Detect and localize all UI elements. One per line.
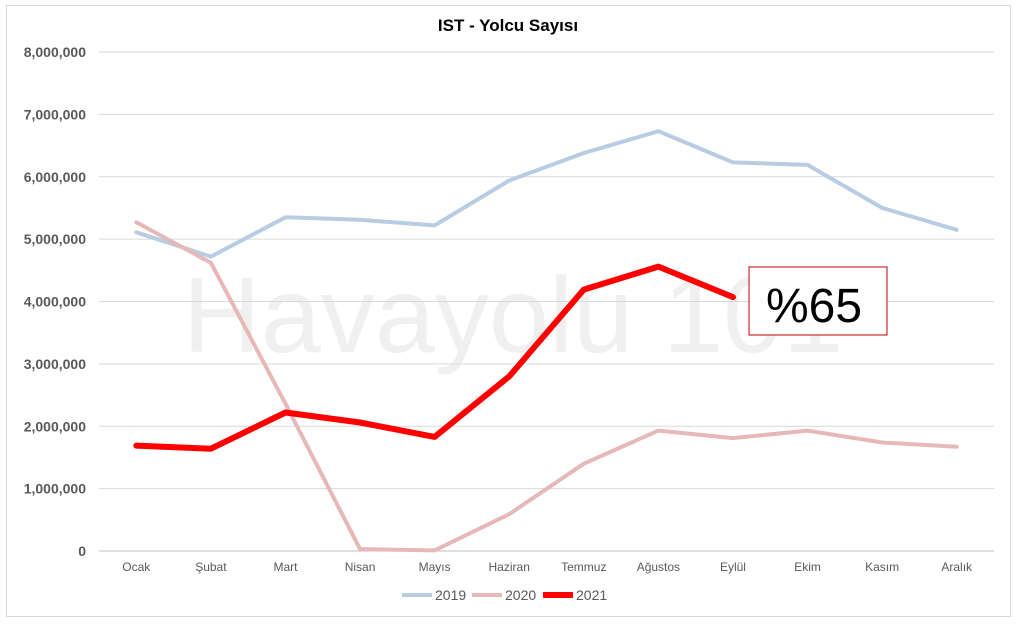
x-tick-label: Şubat <box>195 560 227 574</box>
legend-label-2019: 2019 <box>435 587 466 603</box>
legend-label-2021: 2021 <box>576 587 607 603</box>
y-tick-label: 0 <box>78 543 86 559</box>
data-point-2020 <box>284 402 287 405</box>
y-tick-label: 5,000,000 <box>24 231 86 247</box>
data-point-2019 <box>284 216 287 219</box>
series-line-2020 <box>134 220 959 553</box>
data-point-2020 <box>135 221 138 224</box>
x-tick-label: Kasım <box>865 560 899 574</box>
data-point-2021 <box>433 435 436 438</box>
series-line-2019 <box>134 129 959 259</box>
data-point-2020 <box>209 261 212 264</box>
data-point-2020 <box>359 548 362 551</box>
y-tick-label: 6,000,000 <box>24 169 86 185</box>
x-tick-label: Temmuz <box>561 560 606 574</box>
data-point-2021 <box>657 265 660 268</box>
data-point-2021 <box>508 375 511 378</box>
annotation-frame <box>748 266 888 336</box>
data-point-2021 <box>209 447 212 450</box>
data-point-2019 <box>657 130 660 133</box>
data-point-2020 <box>657 429 660 432</box>
y-tick-label: 1,000,000 <box>24 481 86 497</box>
data-point-2021 <box>582 288 585 291</box>
data-point-2019 <box>209 255 212 258</box>
x-tick-label: Ağustos <box>637 560 680 574</box>
annotation-label: %65 <box>766 280 862 333</box>
x-tick-label: Ekim <box>794 560 821 574</box>
data-point-2021 <box>731 296 734 299</box>
y-tick-label: 4,000,000 <box>24 294 86 310</box>
data-point-2019 <box>508 179 511 182</box>
data-point-2019 <box>806 163 809 166</box>
y-tick-label: 8,000,000 <box>24 44 86 60</box>
data-point-2020 <box>582 462 585 465</box>
x-tick-label: Ocak <box>122 560 151 574</box>
y-tick-label: 7,000,000 <box>24 106 86 122</box>
series-lines <box>133 129 959 553</box>
data-point-2021 <box>135 444 138 447</box>
legend-label-2020: 2020 <box>505 587 536 603</box>
annotation-box: %65 <box>748 266 888 336</box>
x-tick-label: Mart <box>273 560 298 574</box>
data-point-2020 <box>508 513 511 516</box>
x-tick-label: Aralık <box>941 560 973 574</box>
data-point-2020 <box>806 429 809 432</box>
x-axis-tick-labels: Ocak Şubat Mart Nisan Mayıs Haziran Temmuz Ağus… <box>122 560 973 574</box>
x-tick-label: Mayıs <box>419 560 451 574</box>
chart-title: IST - Yolcu Sayısı <box>438 16 578 35</box>
watermark: Havayolu 101 <box>183 254 843 375</box>
data-point-2020 <box>955 445 958 448</box>
data-point-2019 <box>359 218 362 221</box>
data-point-2020 <box>433 549 436 552</box>
data-point-2019 <box>955 228 958 231</box>
data-point-2021 <box>359 421 362 424</box>
data-point-2019 <box>582 152 585 155</box>
data-point-2019 <box>731 161 734 164</box>
x-tick-label: Eylül <box>720 560 746 574</box>
data-point-2021 <box>284 411 287 414</box>
data-point-2020 <box>881 441 884 444</box>
legend: 2019 2020 2021 <box>402 587 607 603</box>
data-point-2019 <box>433 224 436 227</box>
data-point-2019 <box>135 231 138 234</box>
grid-lines <box>99 51 994 552</box>
data-point-2019 <box>881 206 884 209</box>
y-tick-label: 2,000,000 <box>24 418 86 434</box>
y-axis-tick-labels: 0 1,000,000 2,000,000 3,000,000 4,000,000 5,0… <box>24 44 87 559</box>
x-tick-label: Haziran <box>489 560 530 574</box>
data-point-2020 <box>731 437 734 440</box>
x-tick-label: Nisan <box>345 560 376 574</box>
y-tick-label: 3,000,000 <box>24 356 86 372</box>
